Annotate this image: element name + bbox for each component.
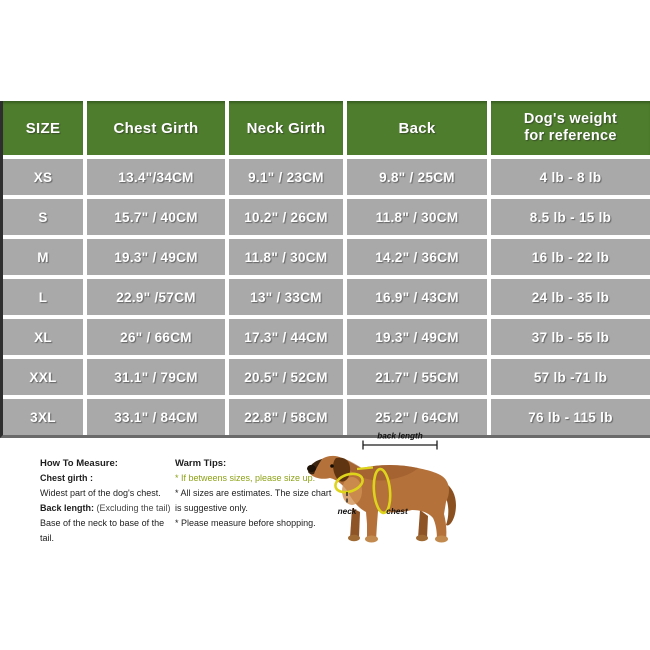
warm-tip: * Please measure before shopping.: [175, 518, 316, 528]
dog-measurement-diagram: back length neck chest: [307, 432, 456, 543]
cell-size: M: [3, 239, 83, 275]
table-row: XXL 31.1" / 79CM 20.5" / 52CM 21.7" / 55…: [3, 359, 650, 395]
table-row: XS 13.4"/34CM 9.1" / 23CM 9.8" / 25CM 4 …: [3, 159, 650, 195]
table-row: XL 26" / 66CM 17.3" / 44CM 19.3" / 49CM …: [3, 319, 650, 355]
cell-weight: 24 lb - 35 lb: [491, 279, 650, 315]
back-length-line: Back length: (Excluding the tail): [40, 501, 178, 516]
warm-tip: * All sizes are estimates. The size char…: [175, 488, 332, 513]
warm-tips-title: Warm Tips:: [175, 458, 227, 469]
dog-nose: [307, 464, 316, 473]
dog-far-front-leg: [350, 508, 360, 538]
cell-neck: 17.3" / 44CM: [229, 319, 343, 355]
cell-back: 25.2" / 64CM: [347, 399, 487, 435]
cell-neck: 10.2" / 26CM: [229, 199, 343, 235]
warm-tip: * If betweens sizes, please size up.: [175, 473, 316, 483]
table-row: S 15.7" / 40CM 10.2" / 26CM 11.8" / 30CM…: [3, 199, 650, 235]
cell-weight: 76 lb - 115 lb: [491, 399, 650, 435]
header-cell-size: SIZE: [3, 101, 83, 155]
table-row: M 19.3" / 49CM 11.8" / 30CM 14.2" / 36CM…: [3, 239, 650, 275]
chest-girth-label: Chest girth :: [40, 473, 93, 483]
chest-girth-strap: [372, 467, 392, 515]
cell-chest: 22.9" /57CM: [87, 279, 225, 315]
back-length-label-text: Back length:: [40, 503, 95, 513]
back-length-description: Base of the neck to base of the tail.: [40, 518, 165, 543]
cell-neck: 11.8" / 30CM: [229, 239, 343, 275]
back-length-measure-line: [362, 440, 438, 450]
cell-chest: 26" / 66CM: [87, 319, 225, 355]
cell-back: 11.8" / 30CM: [347, 199, 487, 235]
how-to-measure-section: How To Measure: Chest girth : Widest par…: [40, 456, 178, 546]
cell-weight: 16 lb - 22 lb: [491, 239, 650, 275]
cell-back: 21.7" / 55CM: [347, 359, 487, 395]
cell-chest: 19.3" / 49CM: [87, 239, 225, 275]
table-row: 3XL 33.1" / 84CM 22.8" / 58CM 25.2" / 64…: [3, 399, 650, 435]
header-cell-neck: Neck Girth: [229, 101, 343, 155]
header-cell-back: Back: [347, 101, 487, 155]
cell-weight: 57 lb -71 lb: [491, 359, 650, 395]
chest-girth-description: Widest part of the dog's chest.: [40, 488, 161, 498]
how-to-measure-title: How To Measure:: [40, 458, 118, 469]
cell-size: XXL: [3, 359, 83, 395]
back-length-note: (Excluding the tail): [94, 503, 171, 513]
cell-size: XS: [3, 159, 83, 195]
cell-size: S: [3, 199, 83, 235]
cell-size: XL: [3, 319, 83, 355]
table-header-row: SIZE Chest Girth Neck Girth Back Dog's w…: [3, 101, 650, 155]
header-cell-weight: Dog's weight for reference: [491, 101, 650, 155]
table-row: L 22.9" /57CM 13" / 33CM 16.9" / 43CM 24…: [3, 279, 650, 315]
dog-far-hind-leg: [418, 510, 428, 538]
cell-neck: 9.1" / 23CM: [229, 159, 343, 195]
cell-neck: 20.5" / 52CM: [229, 359, 343, 395]
header-weight-text: Dog's weight for reference: [523, 111, 618, 144]
dog-far-paw: [348, 534, 360, 542]
back-length-label: back length: [377, 432, 423, 441]
cell-back: 16.9" / 43CM: [347, 279, 487, 315]
chest-label: chest: [386, 507, 408, 516]
cell-weight: 4 lb - 8 lb: [491, 159, 650, 195]
cell-back: 19.3" / 49CM: [347, 319, 487, 355]
cell-back: 9.8" / 25CM: [347, 159, 487, 195]
size-chart-table: SIZE Chest Girth Neck Girth Back Dog's w…: [0, 101, 650, 438]
dog-far-paw: [416, 534, 428, 542]
cell-size: 3XL: [3, 399, 83, 435]
cell-chest: 15.7" / 40CM: [87, 199, 225, 235]
dog-eye: [330, 464, 334, 468]
cell-chest: 31.1" / 79CM: [87, 359, 225, 395]
harness-back-strap: [356, 466, 374, 471]
warm-tips-section: Warm Tips: * If betweens sizes, please s…: [175, 456, 333, 531]
cell-chest: 33.1" / 84CM: [87, 399, 225, 435]
cell-chest: 13.4"/34CM: [87, 159, 225, 195]
cell-neck: 13" / 33CM: [229, 279, 343, 315]
cell-neck: 22.8" / 58CM: [229, 399, 343, 435]
neck-label: neck: [338, 507, 357, 516]
dog-paw: [435, 535, 448, 543]
dog-paw: [365, 535, 378, 543]
header-cell-chest: Chest Girth: [87, 101, 225, 155]
cell-weight: 37 lb - 55 lb: [491, 319, 650, 355]
cell-back: 14.2" / 36CM: [347, 239, 487, 275]
neck-girth-strap: [334, 472, 364, 494]
cell-weight: 8.5 lb - 15 lb: [491, 199, 650, 235]
cell-size: L: [3, 279, 83, 315]
